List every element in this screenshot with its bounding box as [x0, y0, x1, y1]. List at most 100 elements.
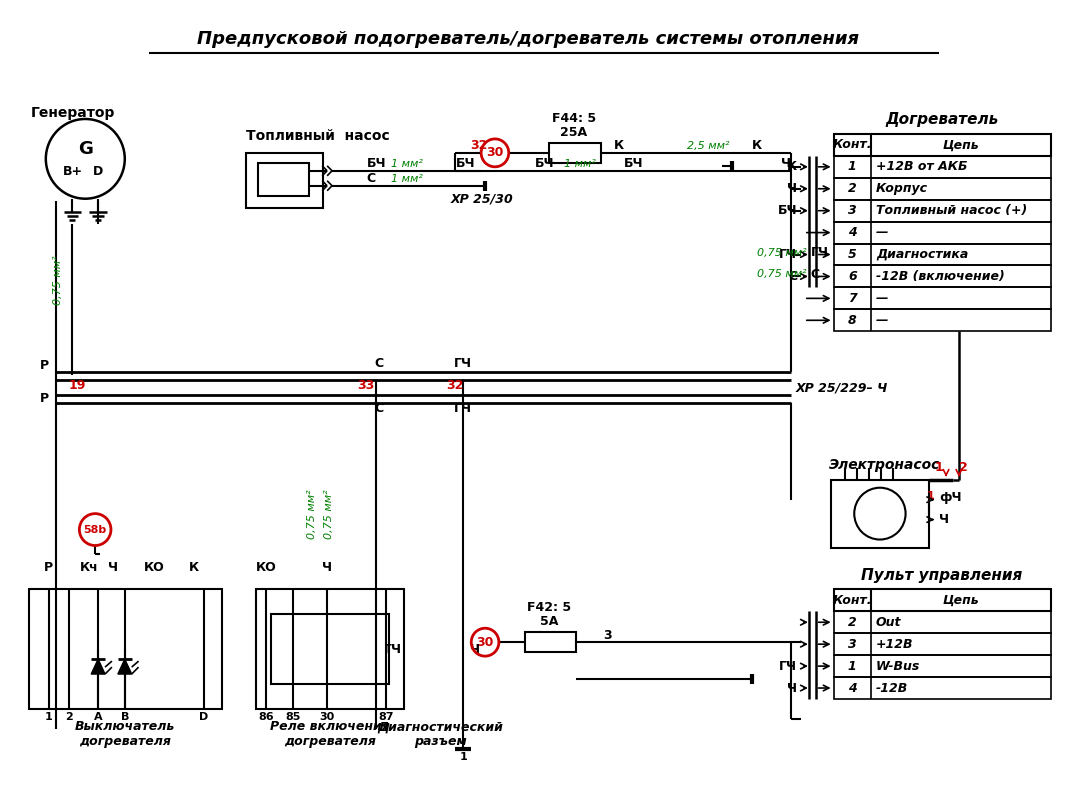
Text: ХР 25/229– Ч: ХР 25/229– Ч	[796, 382, 888, 395]
Text: Топливный  насос: Топливный насос	[246, 129, 389, 143]
Text: 87: 87	[379, 712, 394, 722]
Text: С: С	[787, 270, 797, 283]
Text: 0,75 мм²: 0,75 мм²	[307, 489, 317, 540]
Text: К: К	[189, 561, 198, 574]
Bar	[833, 677, 1051, 699]
Text: Выключатель: Выключатель	[75, 720, 175, 734]
Text: —: —	[876, 314, 889, 327]
Text: -12В (включение): -12В (включение)	[876, 270, 1005, 283]
Text: ГЧ: ГЧ	[779, 659, 797, 672]
Bar	[525, 632, 576, 652]
Text: —: —	[876, 226, 889, 239]
Text: G: G	[78, 140, 93, 158]
Bar	[830, 480, 929, 548]
Bar	[833, 222, 1051, 244]
Text: B+: B+	[62, 165, 82, 178]
Text: С: С	[373, 357, 383, 370]
Text: 6: 6	[848, 270, 857, 283]
Bar	[29, 590, 222, 709]
Text: Генератор: Генератор	[31, 106, 115, 120]
Text: Ч: Ч	[787, 182, 797, 195]
Text: 1: 1	[935, 461, 943, 474]
Text: B: B	[121, 712, 129, 722]
Text: 85: 85	[285, 712, 300, 722]
Bar	[833, 178, 1051, 200]
Bar	[833, 265, 1051, 287]
Text: Ч: Ч	[322, 561, 332, 574]
Bar	[550, 143, 601, 163]
Text: Пульт управления: Пульт управления	[861, 568, 1023, 583]
Text: Цепь: Цепь	[942, 138, 980, 151]
Text: 5А: 5А	[540, 615, 558, 628]
Text: 58b: 58b	[83, 524, 107, 535]
Text: Ч: Ч	[781, 157, 791, 171]
Text: 25А: 25А	[560, 126, 588, 139]
Text: W-Bus: W-Bus	[876, 659, 921, 672]
Text: 5: 5	[848, 248, 857, 261]
Text: 0,75 мм²: 0,75 мм²	[757, 269, 807, 279]
Text: 1 мм²: 1 мм²	[564, 159, 595, 169]
Text: 8: 8	[848, 314, 857, 327]
Text: Диагностический: Диагностический	[378, 720, 504, 734]
Text: ГЧ: ГЧ	[811, 246, 829, 259]
Bar	[833, 590, 1051, 612]
Polygon shape	[91, 659, 105, 674]
Text: D: D	[200, 712, 208, 722]
Text: Диагностика: Диагностика	[876, 248, 968, 261]
Text: С: С	[367, 172, 376, 185]
Text: догревателя: догревателя	[284, 735, 376, 748]
Bar	[833, 655, 1051, 677]
Text: 3: 3	[604, 629, 612, 642]
Text: 3: 3	[848, 637, 857, 650]
Text: БЧ: БЧ	[456, 157, 475, 171]
Text: ГЧ: ГЧ	[383, 642, 401, 655]
Text: Цепь: Цепь	[942, 594, 980, 607]
Text: ГЧ: ГЧ	[455, 403, 473, 416]
Text: фЧ: фЧ	[939, 491, 961, 504]
Text: Конт.: Конт.	[832, 138, 872, 151]
Text: БЧ: БЧ	[535, 157, 554, 171]
Text: Р: Р	[39, 358, 49, 371]
Text: КО: КО	[144, 561, 164, 574]
Text: 7: 7	[848, 292, 857, 305]
Text: 2: 2	[848, 616, 857, 629]
Text: 1: 1	[848, 160, 857, 173]
Text: К: К	[786, 160, 797, 173]
Text: ХР 25/30: ХР 25/30	[450, 193, 513, 205]
Text: A: A	[94, 712, 102, 722]
Text: К: К	[614, 139, 623, 152]
Bar	[833, 156, 1051, 178]
Text: Реле включения: Реле включения	[270, 720, 389, 734]
Text: ГЧ: ГЧ	[779, 248, 797, 261]
Text: 86: 86	[258, 712, 274, 722]
Text: Ч: Ч	[939, 513, 950, 526]
Text: 2,5 мм²: 2,5 мм²	[687, 141, 730, 151]
Bar	[271, 614, 389, 684]
Text: Out: Out	[876, 616, 902, 629]
Text: 1: 1	[926, 491, 935, 501]
Text: 2: 2	[65, 712, 73, 722]
Text: С: С	[811, 268, 819, 281]
Bar	[258, 163, 309, 196]
Text: Р: Р	[44, 561, 53, 574]
Text: 30: 30	[487, 146, 504, 159]
Text: 4: 4	[848, 226, 857, 239]
Text: 0,75 мм²: 0,75 мм²	[52, 256, 63, 305]
Text: -12В: -12В	[876, 681, 908, 694]
Text: КО: КО	[256, 561, 276, 574]
Text: D: D	[93, 165, 103, 178]
Text: Конт.: Конт.	[832, 594, 872, 607]
Text: БЧ: БЧ	[367, 157, 386, 171]
Text: Р: Р	[39, 392, 49, 404]
Text: Предпусковой подогреватель/догреватель системы отопления: Предпусковой подогреватель/догреватель с…	[196, 30, 859, 49]
Text: 3: 3	[848, 204, 857, 217]
Text: БЧ: БЧ	[778, 204, 797, 217]
Text: 1 мм²: 1 мм²	[392, 174, 424, 184]
Text: К: К	[751, 139, 762, 152]
Bar	[833, 287, 1051, 309]
Bar	[246, 153, 323, 208]
Text: догревателя: догревателя	[79, 735, 171, 748]
Text: 1: 1	[460, 752, 467, 762]
Text: 0,75 мм²: 0,75 мм²	[757, 248, 807, 257]
Bar	[256, 590, 404, 709]
